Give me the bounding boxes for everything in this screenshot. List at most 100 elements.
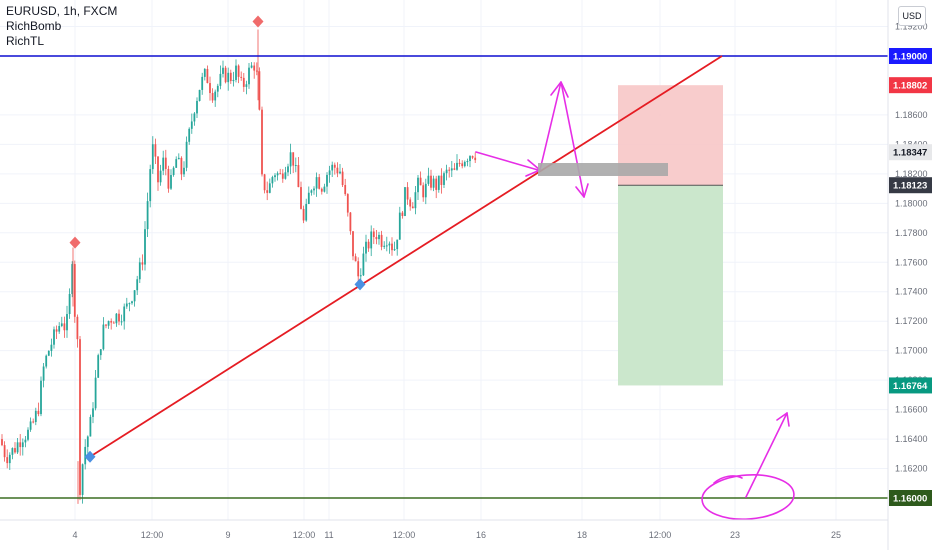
candle-body	[440, 175, 443, 185]
price-tag-label: 1.16764	[893, 381, 928, 392]
candle-body	[461, 163, 464, 167]
candle-body	[443, 173, 445, 185]
horizontal-levels[interactable]	[0, 55, 888, 499]
candle-body	[170, 175, 172, 189]
candle-body	[45, 355, 48, 367]
candle-body	[47, 350, 50, 356]
candle-body	[102, 324, 105, 350]
candle-body	[255, 70, 258, 72]
currency-button[interactable]: USD	[898, 6, 926, 26]
candle-body	[112, 322, 115, 324]
time-tick-label: 23	[730, 530, 740, 540]
price-tick-label: 1.18600	[895, 110, 928, 120]
candle-body	[185, 141, 188, 168]
candle-body	[396, 239, 399, 250]
candle-body	[172, 167, 175, 176]
trendline[interactable]	[89, 55, 723, 458]
buy-signal-marker	[84, 450, 96, 463]
price-tag-bg	[889, 144, 932, 161]
legend: EURUSD, 1h, FXCM RichBomb RichTL	[6, 4, 117, 49]
candle-body	[125, 303, 128, 307]
candle-body	[110, 321, 113, 323]
candle-body	[359, 275, 362, 277]
candle-body	[21, 442, 24, 448]
curl-annotation[interactable]	[713, 475, 743, 484]
price-tick-label: 1.16200	[895, 464, 928, 474]
candle-body	[383, 245, 386, 247]
breakout-arrow-line[interactable]	[745, 412, 788, 498]
candle-body	[294, 165, 297, 167]
candle-body	[305, 203, 308, 221]
candle-body	[177, 157, 180, 160]
candle-body	[42, 366, 45, 381]
candle-body	[318, 177, 321, 189]
price-tick-label: 1.17400	[895, 287, 928, 297]
breakout-arrow-head[interactable]	[776, 412, 790, 427]
candle-body	[469, 156, 471, 162]
position-tool[interactable]	[618, 85, 723, 386]
annotations[interactable]	[475, 81, 796, 522]
candle-body	[19, 442, 22, 448]
candle-body	[323, 186, 326, 192]
candle-body	[274, 175, 276, 178]
zigzag-arrow-head-down[interactable]	[575, 183, 589, 198]
candle-body	[222, 67, 224, 74]
candle-body	[141, 262, 144, 265]
candle-body	[250, 65, 253, 68]
candle-body	[328, 170, 331, 175]
candle-body	[94, 377, 97, 409]
candle-body	[307, 192, 310, 204]
candle-body	[50, 344, 53, 351]
time-tick-label: 12:00	[649, 530, 672, 540]
candle-body	[162, 157, 165, 171]
candle-body	[339, 171, 341, 174]
candle-body	[417, 177, 419, 193]
candle-body	[266, 190, 269, 193]
candle-body	[115, 313, 118, 324]
price-tags: 1.19000 1.18802 1.18347 1.18123 1.16764 1.160…	[889, 48, 932, 506]
candle-body	[55, 329, 58, 332]
candle-body	[466, 161, 469, 163]
candle-body	[214, 91, 217, 101]
candle-body	[118, 313, 120, 322]
legend-indicator-richtl[interactable]: RichTL	[6, 34, 45, 48]
price-tag: 1.16000	[889, 490, 932, 506]
candle-body	[372, 231, 375, 238]
candle-body	[133, 290, 136, 302]
candle-body	[422, 185, 425, 198]
price-tag-label: 1.18347	[893, 148, 927, 159]
projection-arrow-line[interactable]	[475, 151, 539, 171]
candle-body	[128, 303, 131, 305]
candle-body	[227, 72, 230, 83]
candle-body	[86, 436, 89, 447]
candle-body	[287, 166, 289, 173]
candle-body	[271, 177, 274, 184]
candle-body	[34, 410, 37, 423]
entry-zone-box[interactable]	[538, 163, 668, 176]
legend-symbol[interactable]: EURUSD, 1h, FXCM	[6, 4, 118, 18]
candle-body	[89, 416, 92, 437]
candle-body	[281, 173, 284, 179]
candle-body	[380, 234, 383, 247]
candle-body	[11, 448, 14, 455]
candle-body	[229, 72, 232, 82]
support-circle-annotation[interactable]	[701, 472, 796, 522]
candle-body	[245, 84, 248, 87]
legend-indicator-richbomb[interactable]: RichBomb	[6, 19, 62, 33]
candle-body	[362, 253, 365, 276]
candle-body	[349, 212, 352, 232]
candle-body	[58, 326, 61, 332]
take-profit-zone[interactable]	[618, 185, 723, 386]
candle-body	[167, 168, 170, 189]
zigzag-arrow-head-up[interactable]	[550, 81, 569, 98]
price-tag-bg	[889, 77, 932, 94]
ascending-trendline[interactable]	[89, 55, 723, 458]
candle-body	[357, 261, 360, 277]
candle-body	[385, 245, 388, 247]
price-tick-label: 1.17200	[895, 316, 928, 326]
candle-body	[37, 410, 40, 415]
time-axis[interactable]: 4 12:00 9 12:00 11 12:00 16 18 12:00 23 25	[72, 530, 841, 540]
candle-body	[448, 169, 451, 171]
candle-body	[149, 169, 152, 202]
